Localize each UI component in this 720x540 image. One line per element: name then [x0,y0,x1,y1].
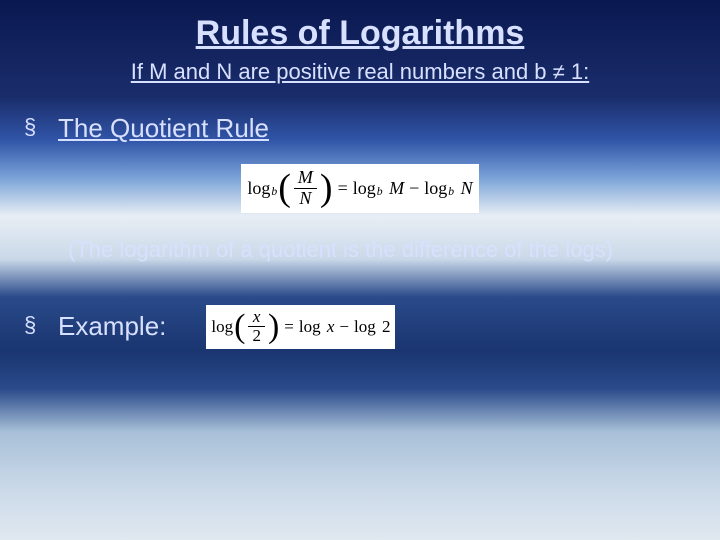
operand-x: x [327,317,335,337]
rparen-2: ) [268,313,279,340]
minus: − [409,178,419,199]
quotient-note: (The logarithm of a quotient is the diff… [24,237,696,263]
operand-n: N [461,178,473,199]
equals-2: = [284,317,294,337]
slide-subtitle: If M and N are positive real numbers and… [0,53,720,85]
formula-box-2: log ( x 2 ) = log x − log 2 [206,305,395,349]
minus-2: − [339,317,349,337]
log-ex-1: log [211,317,233,337]
frac-den-2: 2 [248,327,265,346]
log-base: b [271,185,277,198]
lparen: ( [278,173,291,203]
operand-m: M [389,178,404,199]
formula-box-1: logb ( M N ) = logb M − logb N [241,164,478,213]
fraction-x2: x 2 [248,308,265,346]
log-text-2: log [353,178,376,199]
example-label: Example: [58,311,166,342]
bullet-icon-2: § [24,311,58,342]
operand-2: 2 [382,317,391,337]
log-text: log [247,178,270,199]
quotient-rule-heading: The Quotient Rule [58,113,269,144]
quotient-rule-row: § The Quotient Rule [24,113,696,144]
frac-num: M [294,168,317,188]
log-text-3: log [424,178,447,199]
slide-title: Rules of Logarithms [0,0,720,53]
equals: = [338,178,348,199]
bullet-icon: § [24,113,58,142]
log-base-2: b [377,185,383,198]
formula-quotient: logb ( M N ) = logb M − logb N [24,164,696,213]
frac-den: N [295,189,315,209]
log-ex-2: log [299,317,321,337]
log-ex-3: log [354,317,376,337]
content-area: § The Quotient Rule logb ( M N ) = logb … [0,85,720,349]
lparen-2: ( [234,313,245,340]
rparen: ) [320,173,333,203]
example-row: § Example: log ( x 2 ) = log x − log [24,305,696,349]
fraction-mn: M N [294,168,317,209]
log-base-3: b [448,185,454,198]
frac-num-2: x [249,308,265,327]
